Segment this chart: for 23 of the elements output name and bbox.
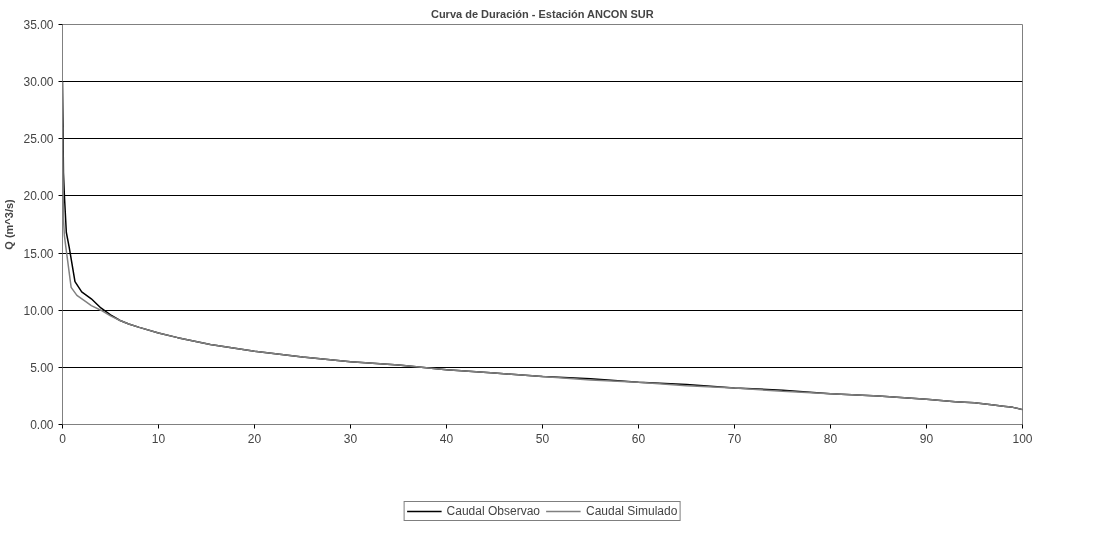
x-tick-label: 60 <box>631 431 646 446</box>
x-tick-label: 10 <box>151 431 166 446</box>
legend-label: Caudal Observao <box>446 504 540 519</box>
x-tick-label: 80 <box>823 431 838 446</box>
legend-label: Caudal Simulado <box>586 504 678 519</box>
x-tick-label: 20 <box>247 431 262 446</box>
y-tick-label: 35.00 <box>23 18 54 32</box>
y-tick-label: 15.00 <box>23 246 54 261</box>
y-tick-label: 10.00 <box>23 303 54 318</box>
y-tick-label: 20.00 <box>23 189 54 204</box>
x-tick-label: 70 <box>727 431 742 446</box>
x-tick-label: 100 <box>1012 431 1033 446</box>
y-tick-label: 5.00 <box>30 360 54 375</box>
x-tick-label: 50 <box>535 431 550 446</box>
x-tick-label: 30 <box>343 431 358 446</box>
x-tick-label: 40 <box>439 431 454 446</box>
x-tick-label: 90 <box>919 431 934 446</box>
x-tick-label: 0 <box>59 431 67 446</box>
y-axis-title: Q (m^3/s) <box>3 198 16 250</box>
chart-title: Curva de Duración - Estación ANCON SUR <box>430 7 654 20</box>
y-tick-label: 0.00 <box>30 418 54 432</box>
y-tick-label: 30.00 <box>23 75 54 90</box>
y-tick-label: 25.00 <box>23 132 54 147</box>
